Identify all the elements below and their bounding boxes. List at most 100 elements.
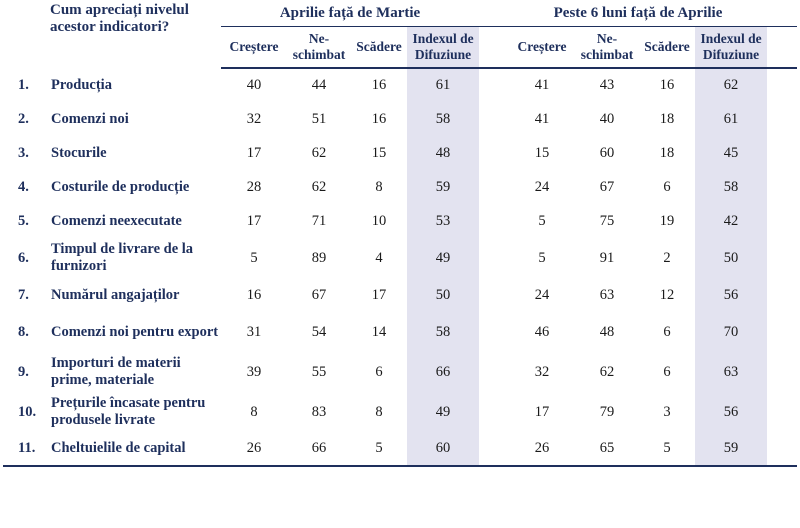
col-header-crestere-2: Creștere xyxy=(509,26,576,69)
cell-value: 28 xyxy=(246,178,262,195)
spacer-cell xyxy=(767,68,797,102)
cell-value: 60 xyxy=(407,432,480,467)
spacer-cell xyxy=(479,352,509,392)
cell-value: 5 xyxy=(351,432,408,467)
cell-value: 5 xyxy=(538,212,546,229)
table-row: 11. Cheltuielile de capital 26 66 5 60 26 65 5 59 xyxy=(3,432,798,467)
spacer-cell xyxy=(767,102,797,136)
cell-value: 5 xyxy=(639,432,696,467)
cell-value: 66 xyxy=(287,432,352,467)
spacer-cell xyxy=(479,68,509,102)
spacer-cell xyxy=(767,238,797,278)
cell-value: 17 xyxy=(371,286,387,303)
cell-value: 6 xyxy=(663,363,671,380)
cell-value: 46 xyxy=(534,323,550,340)
cell-value: 58 xyxy=(407,102,480,136)
cell-value: 2 xyxy=(663,249,671,266)
cell-value: 42 xyxy=(695,204,768,238)
row-number: 3. xyxy=(18,144,29,161)
cell-value: 17 xyxy=(534,403,550,420)
cell-value: 12 xyxy=(659,286,675,303)
group-header-april-vs-march: Aprilie față de Martie xyxy=(221,0,480,27)
col-header-crestere-1: Creștere xyxy=(221,26,288,69)
row-number: 10. xyxy=(18,403,37,420)
cell-value: 63 xyxy=(599,286,615,303)
row-label: Costurile de producție xyxy=(51,178,190,195)
cell-value: 16 xyxy=(246,286,262,303)
cell-value: 16 xyxy=(371,110,387,127)
cell-value: 67 xyxy=(311,286,327,303)
cell-value: 24 xyxy=(534,286,550,303)
cell-value: 49 xyxy=(407,392,480,432)
cell-value: 24 xyxy=(534,178,550,195)
cell-value: 8 xyxy=(375,178,383,195)
cell-value: 79 xyxy=(599,403,615,420)
cell-value: 8 xyxy=(250,403,258,420)
cell-value: 18 xyxy=(659,110,675,127)
cell-value: 6 xyxy=(663,323,671,340)
spacer-cell xyxy=(767,278,797,312)
col-header-neschimbat-2: Ne-schimbat xyxy=(575,26,640,69)
header-row-groups: Cum apreciați nivelul acestor indicatori… xyxy=(3,0,798,35)
spacer-cell xyxy=(479,204,509,238)
cell-value: 31 xyxy=(246,323,262,340)
spacer-cell xyxy=(479,136,509,170)
cell-value: 48 xyxy=(599,323,615,340)
spacer-cell xyxy=(767,352,797,392)
spacer-cell xyxy=(479,170,509,204)
cell-value: 61 xyxy=(407,68,480,102)
col-header-neschimbat-1: Ne-schimbat xyxy=(287,26,352,69)
cell-value: 5 xyxy=(250,249,258,266)
cell-value: 61 xyxy=(695,102,768,136)
cell-value: 41 xyxy=(534,77,550,93)
row-label: Comenzi noi pentru export xyxy=(51,323,219,340)
cell-value: 5 xyxy=(538,249,546,266)
row-number: 1. xyxy=(18,76,29,93)
table-row: 9. Importuri de materii prime, materiale 3… xyxy=(3,352,797,392)
table-row: 7. Numărul angajaților 16 67 17 50 24 63 12 56 xyxy=(3,278,797,312)
cell-value: 62 xyxy=(695,68,768,102)
row-label: Cheltuielile de capital xyxy=(51,432,222,467)
row-number: 11. xyxy=(3,432,51,467)
cell-value: 53 xyxy=(407,204,480,238)
table-row: 4. Costurile de producție 28 62 8 59 24 67 6 58 xyxy=(3,170,797,204)
cell-value: 16 xyxy=(371,77,387,93)
cell-value: 70 xyxy=(695,312,768,352)
cell-value: 41 xyxy=(534,110,550,127)
table-row: 6. Timpul de livrare de la furnizori 5 89 4 4… xyxy=(3,238,797,278)
cell-value: 75 xyxy=(599,212,615,229)
spacer-cell xyxy=(479,392,509,432)
row-label: Comenzi neexecutate xyxy=(51,212,182,229)
table-row: 8. Comenzi noi pentru export 31 54 14 58 46 48 6… xyxy=(3,312,797,352)
row-label: Numărul angajaților xyxy=(51,286,180,303)
cell-value: 10 xyxy=(371,212,387,229)
table-row: 3. Stocurile 17 62 15 48 15 60 18 45 xyxy=(3,136,797,170)
cell-value: 3 xyxy=(663,403,671,420)
cell-value: 15 xyxy=(371,144,387,161)
table-row: 10. Prețurile încasate pentru produsele l… xyxy=(3,392,797,432)
cell-value: 45 xyxy=(695,136,768,170)
cell-value: 14 xyxy=(371,323,387,340)
table-row: 5. Comenzi neexecutate 17 71 10 53 5 75 19 42 xyxy=(3,204,797,238)
cell-value: 17 xyxy=(246,212,262,229)
cell-value: 62 xyxy=(599,363,615,380)
row-number: 2. xyxy=(18,110,29,127)
group-header-6-months: Peste 6 luni față de Aprilie xyxy=(509,0,768,27)
row-number: 6. xyxy=(18,249,29,266)
spacer-cell xyxy=(479,278,509,312)
col-header-difuziune-2: Indexul de Difuziune xyxy=(695,26,768,69)
cell-value: 8 xyxy=(375,403,383,420)
cell-value: 40 xyxy=(246,77,262,93)
table-body: 1. Producția 40 44 16 61 41 43 16 62 2. Comenzi noi… xyxy=(3,68,798,467)
cell-value: 59 xyxy=(407,170,480,204)
cell-value: 44 xyxy=(311,77,327,93)
cell-value: 6 xyxy=(375,363,383,380)
cell-value: 58 xyxy=(407,312,480,352)
cell-value: 89 xyxy=(311,249,327,266)
cell-value: 55 xyxy=(311,363,327,380)
spacer-cell xyxy=(767,312,797,352)
cell-value: 50 xyxy=(695,238,768,278)
cell-value: 4 xyxy=(375,249,383,266)
header-row-columns: Creștere Ne-schimbat Scădere Indexul de … xyxy=(3,26,798,69)
cell-value: 40 xyxy=(599,110,615,127)
